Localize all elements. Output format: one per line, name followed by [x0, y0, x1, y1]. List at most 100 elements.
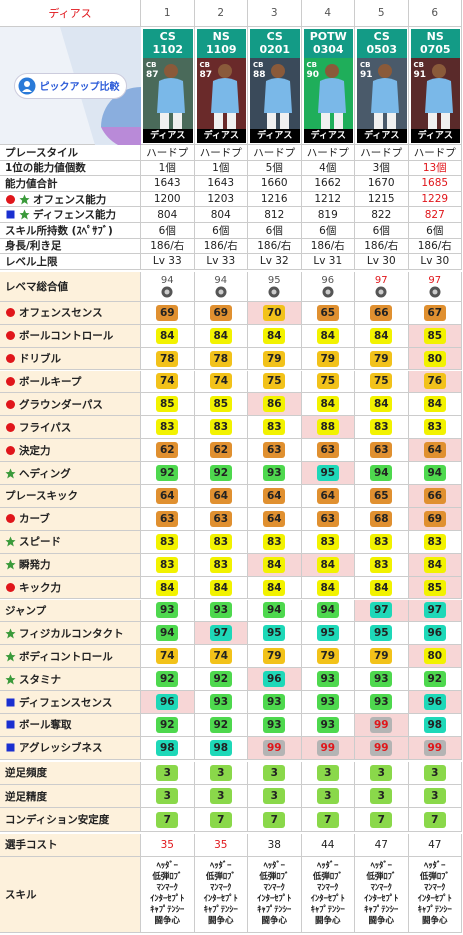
stat-cell: 64 [248, 485, 302, 508]
stat-cell: 92 [141, 668, 195, 692]
stat-badge: 65 [370, 487, 393, 504]
level-max-value: 96 [301, 271, 355, 302]
rank-icon [215, 286, 227, 298]
stat-badge: 92 [209, 671, 232, 688]
stat-badge: 79 [263, 648, 286, 665]
stat-badge: 94 [316, 602, 339, 619]
player-card: CS 0503 CB 91 ディアス [356, 28, 408, 144]
stat-badge: 64 [423, 442, 446, 459]
info-value: 1個 [194, 160, 248, 177]
label-text: 瞬発力 [19, 559, 51, 572]
value-text: ハードプ [146, 146, 189, 159]
value-text: 1643 [207, 177, 235, 190]
label-text: 選手コスト [5, 839, 58, 852]
stat-cell: 98 [408, 714, 462, 737]
stat-cell: 74 [141, 645, 195, 669]
stat-cell: 94 [248, 599, 302, 623]
marker-shape [5, 651, 16, 662]
card-rating: 91 [360, 70, 373, 80]
row-label: ボールキープ [0, 370, 141, 394]
info-value: 827 [408, 207, 462, 223]
stat-cell: 63 [248, 439, 302, 463]
card-id: 1102 [152, 43, 184, 56]
card-name: ディアス [143, 129, 193, 143]
marker-square [6, 210, 15, 219]
marker-star [5, 468, 16, 479]
value-text: 804 [157, 208, 178, 221]
stat-cell: 83 [355, 416, 409, 440]
stat-badge: 75 [370, 373, 393, 390]
rank-icon [322, 286, 334, 298]
marker-shape [6, 583, 15, 593]
card-id: 0705 [419, 43, 451, 56]
stat-badge: 63 [370, 442, 393, 459]
stat-cell: 63 [194, 507, 248, 531]
stat-cell: 84 [408, 553, 462, 577]
stat-badge: 83 [423, 533, 446, 550]
card-rating: 91 [413, 70, 427, 80]
stat-cell: 65 [301, 301, 355, 325]
stat-badge: 95 [316, 625, 339, 642]
label-text: ボール奪取 [19, 719, 72, 732]
stat-badge: 74 [156, 373, 179, 390]
stat-cell: 99 [301, 736, 355, 760]
stat-badge: 75 [263, 373, 286, 390]
stat-cell: 85 [141, 393, 195, 417]
cost-value: 35 [141, 833, 195, 857]
stat-cell: 92 [141, 462, 195, 485]
player-figure [157, 64, 185, 131]
row-label: ジャンプ [0, 599, 141, 623]
stat-cell: 92 [141, 714, 195, 737]
stat-badge: 62 [209, 442, 232, 459]
label-text: フライパス [19, 421, 72, 434]
stat-badge: 83 [370, 419, 393, 436]
value-text: 827 [424, 208, 445, 221]
row-label: オフェンスセンス [0, 301, 141, 325]
stat-badge: 69 [156, 304, 179, 321]
header-col: 4 [301, 0, 355, 27]
stat-cell: 85 [194, 393, 248, 417]
skills-cell: ﾍｯﾀﾞｰ 低弾ﾛﾌﾞ ﾏﾝﾏｰｸ ｲﾝﾀｰｾﾌﾟﾄ ｷｬﾌﾟﾃﾝｼｰ 闘争心 [141, 856, 195, 933]
label-text: スキル所持数 (ｽﾍﾟｻﾌﾞ) [5, 224, 113, 237]
stat-cell: 96 [408, 622, 462, 646]
skill-name: ﾍｯﾀﾞｰ [317, 861, 339, 872]
stat-badge: 3 [156, 788, 179, 805]
label-text: ディフェンス能力 [33, 209, 117, 222]
value-text: 1212 [314, 193, 342, 206]
value-text: 1215 [367, 193, 395, 206]
label-text: 1位の能力値個数 [5, 162, 86, 175]
col-number: 5 [377, 7, 385, 19]
info-value: 1203 [194, 191, 248, 208]
skill-name: ｲﾝﾀｰｾﾌﾟﾄ [364, 894, 399, 905]
compare-button[interactable]: ピックアップ比較 [13, 72, 127, 99]
stat-badge: 63 [316, 442, 339, 459]
stat-cell: 93 [248, 691, 302, 714]
skill-name: ﾍｯﾀﾞｰ [210, 861, 232, 872]
row-label: キック力 [0, 576, 141, 600]
col-number: 3 [270, 7, 278, 19]
info-value: 1212 [301, 191, 355, 208]
card-name: ディアス [303, 129, 353, 143]
skill-name: 闘争心 [154, 916, 180, 927]
stat-badge: 79 [316, 350, 339, 367]
marker-circle [6, 194, 15, 204]
label-text: レベル上限 [5, 255, 58, 268]
skill-name: ｷｬﾌﾟﾃﾝｼｰ [257, 905, 292, 916]
info-value: 804 [194, 207, 248, 223]
stat-cell: 92 [408, 668, 462, 692]
value-text: 186/右 [417, 240, 452, 253]
stat-cell: 93 [301, 691, 355, 714]
marker-shape [6, 720, 15, 729]
skill-name: ﾏﾝﾏｰｸ [210, 883, 232, 894]
value-text: 186/右 [364, 240, 399, 253]
stat-badge: 92 [156, 716, 179, 733]
stat-cell: 83 [141, 416, 195, 440]
stat-badge: 85 [156, 396, 179, 413]
stat-badge: 76 [423, 373, 446, 390]
stat-cell: 63 [301, 439, 355, 463]
skill-name: ｲﾝﾀｰｾﾌﾟﾄ [257, 894, 292, 905]
cost-value: 35 [194, 833, 248, 857]
info-value: 186/右 [355, 238, 409, 255]
stat-cell: 3 [355, 785, 409, 809]
marker-shape [5, 674, 16, 685]
